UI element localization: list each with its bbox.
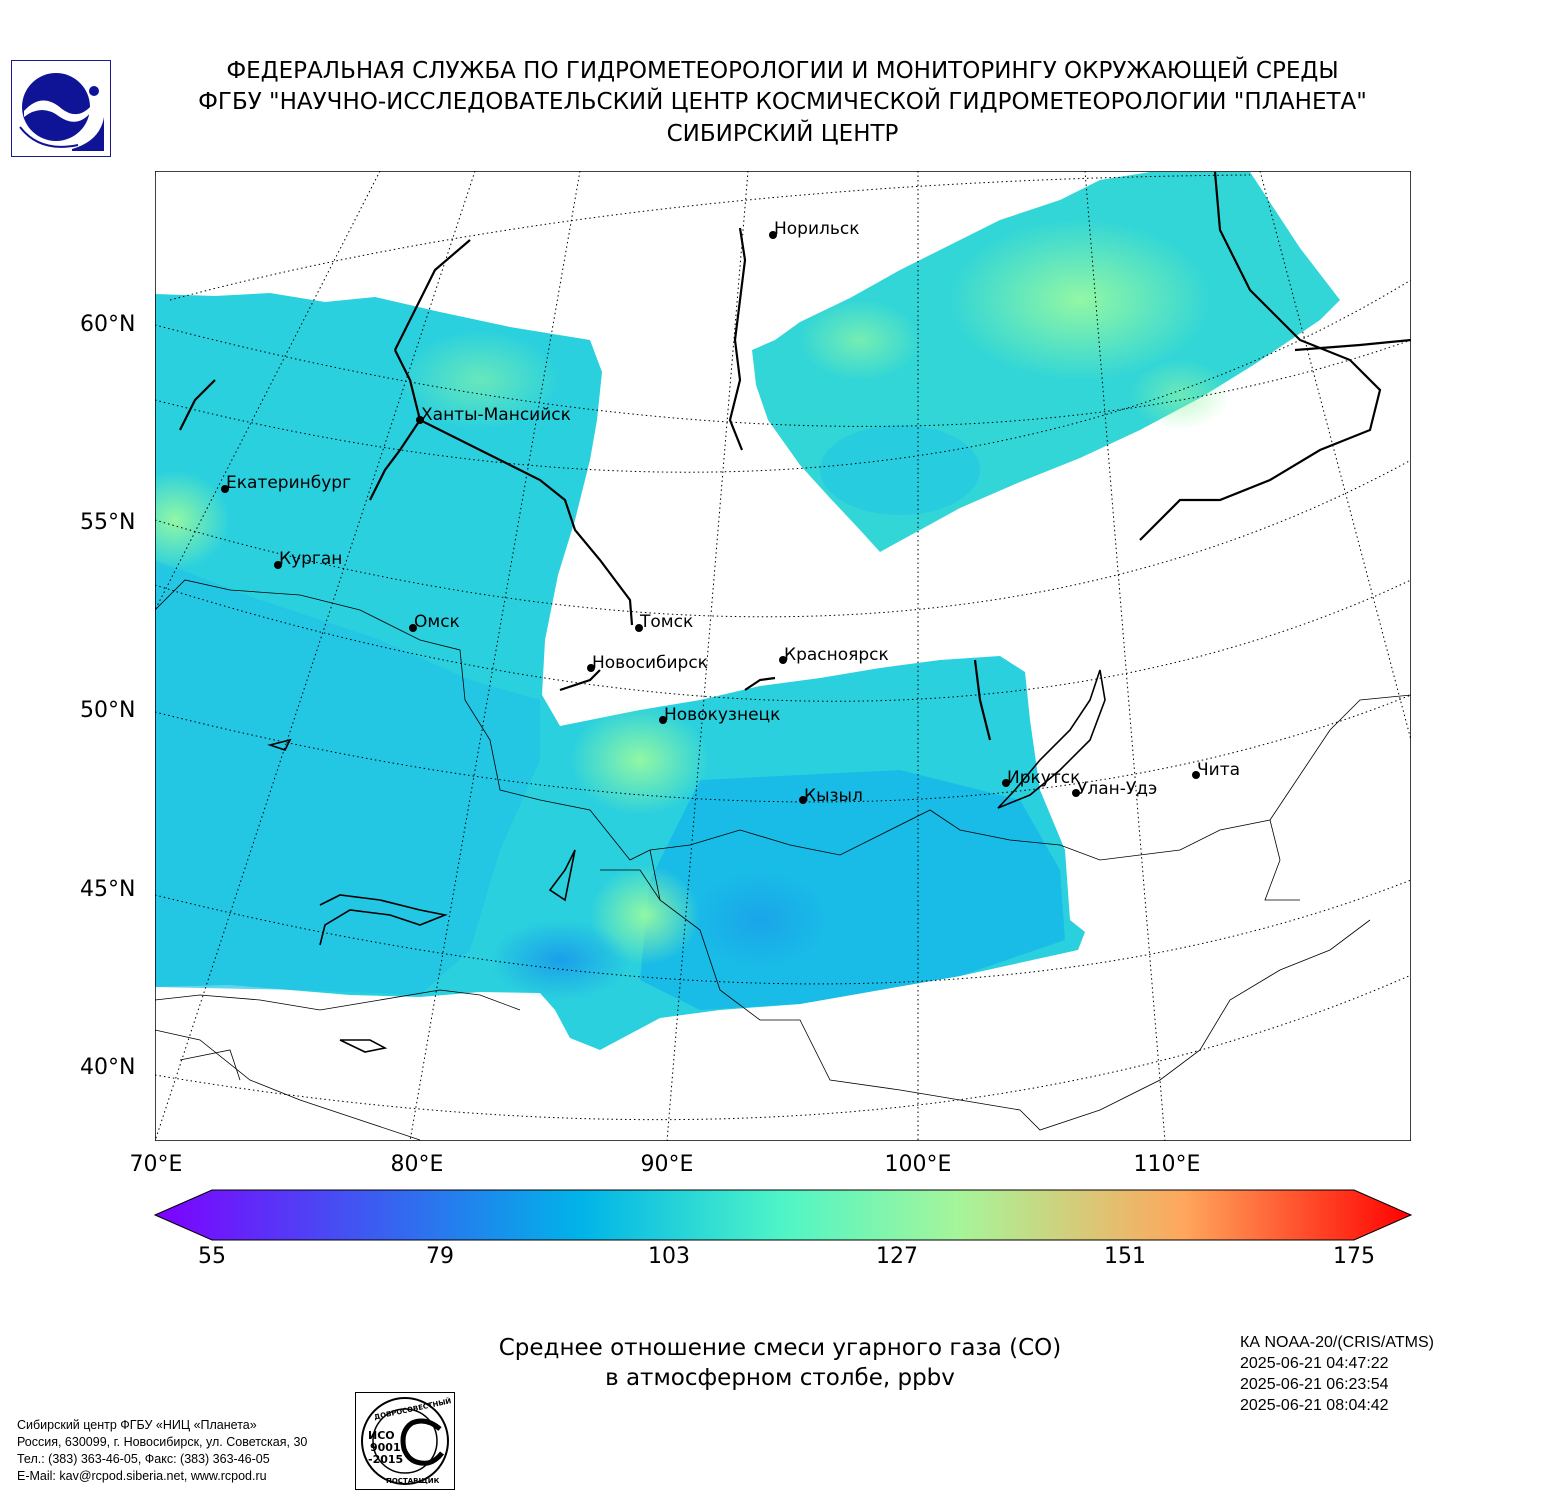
city-marker-tomsk: Томск [635, 612, 693, 632]
data-swath-northeast [752, 172, 1340, 552]
contact-line: Сибирский центр ФГБУ «НИЦ «Планета» [17, 1418, 257, 1432]
city-marker-omsk: Омск [409, 612, 460, 632]
colorbar-tick: 127 [876, 1244, 918, 1269]
satellite-name: КА NOAA-20/(CRIS/ATMS) [1240, 1334, 1434, 1351]
data-swath-west [155, 293, 1085, 1050]
lat-label: 45°N [80, 877, 136, 902]
city-label-novokuznetsk: Новокузнецк [664, 705, 780, 725]
colorbar-tick: 151 [1104, 1244, 1146, 1269]
iso-line-2: 9001 [370, 1441, 401, 1454]
city-label-norilsk: Норильск [774, 219, 860, 239]
city-label-kurgan: Курган [279, 549, 342, 569]
city-label-ekaterinburg: Екатеринбург [226, 473, 351, 493]
caption-line-1: Среднее отношение смеси угарного газа (C… [498, 1335, 1062, 1361]
iso-line-1: ИСО [368, 1429, 395, 1442]
city-label-krasnoyarsk: Красноярск [784, 645, 889, 665]
pass-time: 2025-06-21 08:04:42 [1240, 1397, 1389, 1414]
lat-label: 50°N [80, 698, 136, 723]
city-label-omsk: Омск [414, 612, 460, 632]
iso-bottom-text: ПОСТАВЩИК [386, 1477, 440, 1485]
pass-time: 2025-06-21 04:47:22 [1240, 1355, 1389, 1372]
planeta-logo-icon [11, 60, 111, 157]
lon-label: 100°E [884, 1152, 952, 1177]
city-marker-irkutsk: Иркутск [1002, 768, 1080, 788]
colorbar-tick: 79 [426, 1244, 454, 1269]
header-line-1: ФЕДЕРАЛЬНАЯ СЛУЖБА ПО ГИДРОМЕТЕОРОЛОГИИ … [226, 58, 1339, 84]
city-label-kyzyl: Кызыл [804, 786, 863, 806]
contact-line: Россия, 630099, г. Новосибирск, ул. Сове… [17, 1435, 308, 1449]
city-label-tomsk: Томск [639, 612, 693, 632]
city-marker-kyzyl: Кызыл [799, 786, 863, 806]
colorbar-tick: 103 [648, 1244, 690, 1269]
city-marker-khanty: Ханты-Мансийск [416, 405, 571, 425]
city-marker-ekaterinburg: Екатеринбург [221, 473, 351, 493]
city-label-ulan-ude: Улан-Удэ [1077, 779, 1157, 799]
lakes [267, 669, 1106, 1053]
country-borders [155, 579, 1411, 1141]
city-label-irkutsk: Иркутск [1007, 768, 1080, 788]
header-line-3: СИБИРСКИЙ ЦЕНТР [666, 121, 899, 147]
caption-line-2: в атмосферном столбе, ppbv [605, 1365, 955, 1391]
contacts-block: Сибирский центр ФГБУ «НИЦ «Планета» Росс… [17, 1417, 307, 1485]
city-label-novosibirsk: Новосибирск [592, 653, 708, 673]
lon-label: 80°E [390, 1152, 444, 1177]
contact-line: E-Mail: kav@rcpod.siberia.net, www.rcpod… [17, 1469, 267, 1483]
city-label-chita: Чита [1197, 760, 1240, 780]
city-label-khanty: Ханты-Мансийск [421, 405, 571, 425]
lon-label: 110°E [1133, 1152, 1201, 1177]
iso-certificate-icon: ИСО 9001 -2015 ДОБРОСОВЕСТНЫЙ ПОСТАВЩИК [355, 1392, 455, 1490]
satellite-info: КА NOAA-20/(CRIS/ATMS) 2025-06-21 04:47:… [1240, 1332, 1434, 1416]
city-marker-norilsk: Норильск [769, 219, 860, 239]
lat-label: 55°N [80, 510, 136, 535]
city-marker-novokuznetsk: Новокузнецк [659, 705, 780, 725]
rivers [179, 171, 1411, 741]
graticule [155, 171, 1411, 1141]
iso-line-3: -2015 [368, 1453, 403, 1466]
city-marker-ulan-ude: Улан-Удэ [1072, 779, 1157, 799]
lon-label: 70°E [129, 1152, 183, 1177]
colorbar-ramp [153, 1189, 1413, 1241]
contact-line: Тел.: (383) 363-46-05, Факс: (383) 363-4… [17, 1452, 270, 1466]
header-line-2: ФГБУ "НАУЧНО-ИССЛЕДОВАТЕЛЬСКИЙ ЦЕНТР КОС… [198, 89, 1367, 115]
city-marker-novosibirsk: Новосибирск [587, 653, 708, 673]
city-marker-krasnoyarsk: Красноярск [779, 645, 889, 665]
map-caption: Среднее отношение смеси угарного газа (C… [430, 1333, 1130, 1393]
pass-time: 2025-06-21 06:23:54 [1240, 1376, 1389, 1393]
city-marker-kurgan: Курган [274, 549, 342, 569]
lat-label: 40°N [80, 1055, 136, 1080]
colorbar-tick: 55 [198, 1244, 226, 1269]
city-marker-chita: Чита [1192, 760, 1240, 780]
lat-label: 60°N [80, 312, 136, 337]
colorbar-tick: 175 [1333, 1244, 1375, 1269]
lon-label: 90°E [640, 1152, 694, 1177]
